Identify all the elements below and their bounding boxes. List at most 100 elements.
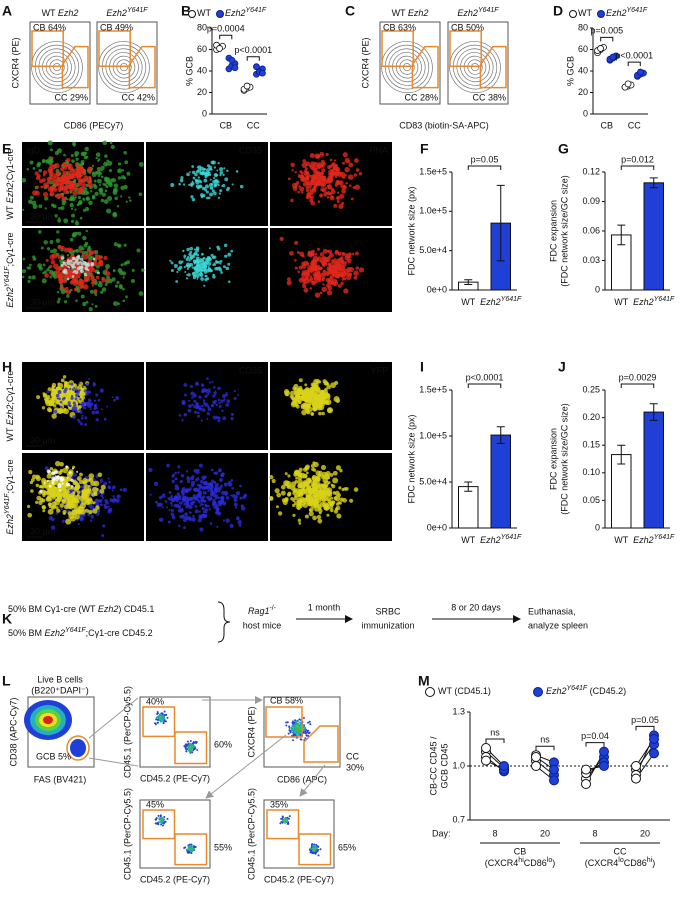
cell-signal [227,263,230,266]
cell-signal [66,198,68,200]
cell-signal [119,270,124,275]
cell-signal [322,283,324,285]
cell-signal [174,496,178,500]
donor-text: 50% BM Cγ1-cre (WT Ezh2) CD45.1 [8,604,154,614]
cell-signal [183,183,185,185]
cell-signal [318,279,321,282]
cell-signal [223,265,226,268]
cell-signal [78,409,81,412]
cell-signal [209,482,213,486]
cell-signal [278,511,282,515]
cell-signal [106,406,108,408]
cell-signal [198,267,200,269]
cell-signal [76,471,78,473]
cell-signal [189,517,193,521]
data-point [600,762,609,771]
event [157,711,159,713]
y-tick-label: 1.0e+5 [419,206,447,216]
event [185,750,187,752]
cell-signal [101,176,104,179]
cell-signal [82,302,86,306]
event [303,717,305,719]
x-axis-label: CD45.2 (PE-Cy7) [140,773,210,783]
cell-signal [309,507,314,512]
cell-signal [295,266,298,269]
cell-signal [98,172,102,176]
cell-signal [183,383,187,387]
step-text: analyze spleen [528,620,588,630]
cell-signal [78,167,82,171]
cell-signal [87,498,91,502]
cell-signal [212,275,216,279]
data-point [550,776,559,785]
cell-signal [337,191,339,193]
cell-signal [22,269,26,273]
cell-signal [294,259,297,262]
cell-signal [94,404,97,407]
event [193,742,195,744]
cell-signal [327,184,332,189]
event [309,723,311,725]
y-axis-label: (FDC network size/GC size) [559,175,569,287]
cell-signal [318,200,321,203]
cell-signal [328,278,331,281]
cell-signal [84,490,89,495]
text-run: Y641F [501,296,522,303]
data-point [632,774,641,783]
cell-signal [62,165,67,170]
cell-signal [125,295,128,298]
event [318,854,320,856]
cell-signal [204,514,207,517]
y-tick-label: 0.20 [582,412,600,422]
legend-marker [570,11,577,18]
cell-signal [280,237,284,241]
cell-signal [186,173,190,177]
y-axis-label: CXCR4 (PE) [360,37,370,88]
cell-signal [196,278,198,280]
cell-signal [201,486,204,489]
cell-signal [298,386,303,391]
cell-signal [67,254,70,257]
cell-signal [186,502,189,505]
cell-signal [337,262,342,267]
cell-signal [208,267,211,270]
event [188,848,190,850]
cell-signal [159,496,163,500]
cell-signal [112,396,114,398]
cell-signal [328,481,331,484]
cell-signal [238,520,242,524]
cell-signal [330,196,333,199]
cell-signal [323,270,325,272]
text-run: Ezh2 [633,297,654,307]
data-point [632,762,641,771]
event [296,734,298,736]
cell-signal [87,182,92,187]
cell-signal [313,265,318,270]
cell-signal [82,386,84,388]
cell-signal [182,496,186,500]
cell-signal [304,398,309,403]
cell-signal [210,522,213,525]
y-axis-label: (FDC network size/GC size) [559,403,569,515]
cell-signal [333,204,337,208]
cell-signal [289,251,294,256]
data-point [217,45,223,51]
text-run: Ezh2 [106,8,127,18]
cell-signal [114,183,119,188]
cell-signal [73,281,78,286]
cell-signal [46,497,51,502]
cell-signal [88,478,93,483]
event [282,816,284,818]
cell-signal [199,486,201,488]
cell-signal [297,398,301,402]
cell-signal [42,406,45,409]
cell-signal [188,253,191,256]
cell-signal [232,183,234,185]
gate-label: CB 49% [100,22,133,32]
cell-signal [69,388,71,390]
cell-signal [217,496,220,499]
cell-signal [318,474,321,477]
cell-signal [95,505,99,509]
event [296,729,298,731]
cell-signal [123,276,125,278]
